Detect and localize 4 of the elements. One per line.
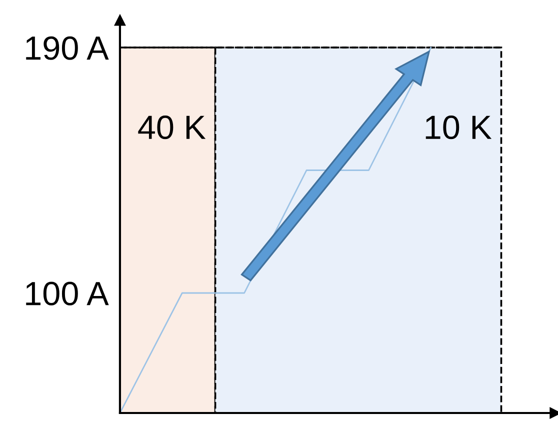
- y-tick-label: 100 A: [26, 282, 109, 306]
- y-tick-label: 190 A: [26, 36, 109, 60]
- annotation: 10 K: [426, 116, 492, 140]
- annotation: 40 K: [138, 116, 206, 140]
